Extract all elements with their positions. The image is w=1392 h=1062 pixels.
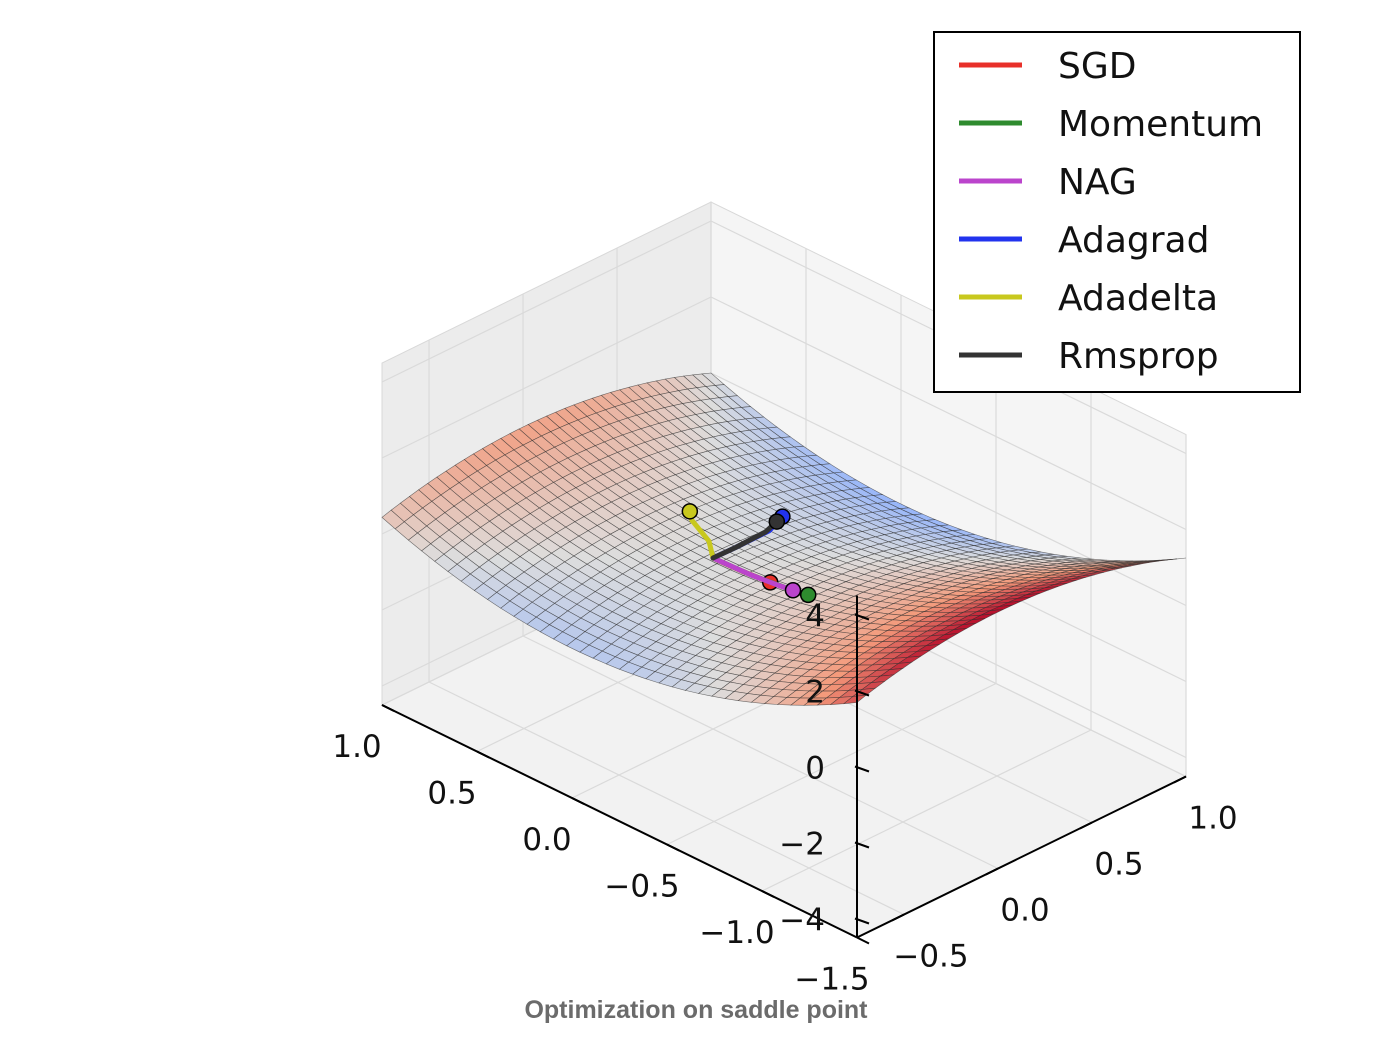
y-tick	[1173, 775, 1187, 784]
x-tick	[666, 843, 680, 852]
figure-caption: Optimization on saddle point	[524, 996, 868, 1024]
path-end-marker-rmsprop	[768, 513, 786, 530]
z-tick-label: −2	[779, 827, 825, 863]
path-end-marker-adadelta	[681, 503, 699, 520]
z-tick-label: 4	[805, 599, 825, 635]
x-tick	[761, 890, 775, 898]
floor-grid-line	[522, 635, 999, 870]
legend-label-nag: NAG	[1058, 162, 1137, 203]
y-tick	[1079, 821, 1093, 830]
y-tick-label: 0.5	[1094, 847, 1143, 883]
z-tick-label: 0	[805, 751, 825, 787]
y-tick	[985, 867, 999, 876]
legend: SGD Momentum NAG Adagrad Adadelta Rmsprop	[933, 31, 1301, 393]
z-tick	[854, 841, 870, 849]
x-tick	[856, 936, 870, 945]
optimizer-paths	[681, 503, 817, 604]
x-tick-label: −1.0	[699, 915, 774, 951]
axes: 4 2 0 −2 −4 1.0 0.5 0.0 −0.5 −1.0 −1.5 −0.5 0.0 0.5 1.…	[332, 595, 1238, 991]
wall-grid-line	[710, 296, 1187, 531]
y-tick-label: 0.0	[1000, 893, 1049, 929]
path-end-marker-nag	[784, 582, 802, 599]
z-tick	[854, 917, 870, 925]
surface-chart: 4 2 0 −2 −4 1.0 0.5 0.0 −0.5 −1.0 −1.5 −0.5 0.0 0.5 1.…	[332, 31, 1301, 991]
wall-grid-line	[381, 296, 712, 459]
wall-grid-line	[381, 220, 712, 383]
z-tick-label: −4	[779, 903, 825, 939]
x-tick-label: −0.5	[604, 869, 679, 905]
y-tick	[891, 913, 905, 922]
floor-grid-line	[761, 729, 1092, 892]
x-axis-line	[381, 704, 858, 939]
legend-box	[933, 31, 1301, 393]
x-tick	[381, 704, 395, 712]
x-tick-label: 0.0	[522, 822, 571, 858]
z-tick	[854, 689, 870, 697]
legend-label-adadelta: Adadelta	[1058, 278, 1218, 319]
z-tick-label: 2	[805, 675, 825, 711]
x-tick	[476, 750, 490, 759]
z-tick	[854, 765, 870, 773]
legend-label-momentum: Momentum	[1058, 104, 1263, 145]
x-tick-label: 0.5	[427, 776, 476, 812]
x-tick-label: 1.0	[332, 729, 381, 765]
surface-cell	[842, 694, 868, 705]
path-end-marker-momentum	[799, 586, 817, 604]
legend-label-rmsprop: Rmsprop	[1058, 336, 1219, 377]
x-tick	[571, 797, 585, 805]
saddle-surface	[381, 372, 1187, 706]
floor-grid-line	[428, 681, 905, 916]
x-tick-label: −1.5	[794, 962, 869, 991]
z-tick	[854, 613, 870, 621]
legend-label-sgd: SGD	[1058, 46, 1136, 87]
y-axis-line	[856, 775, 1187, 939]
legend-label-adagrad: Adagrad	[1058, 220, 1209, 261]
y-tick-label: −0.5	[893, 939, 968, 975]
y-tick-label: 1.0	[1188, 801, 1237, 837]
floor-grid-line	[666, 682, 997, 846]
